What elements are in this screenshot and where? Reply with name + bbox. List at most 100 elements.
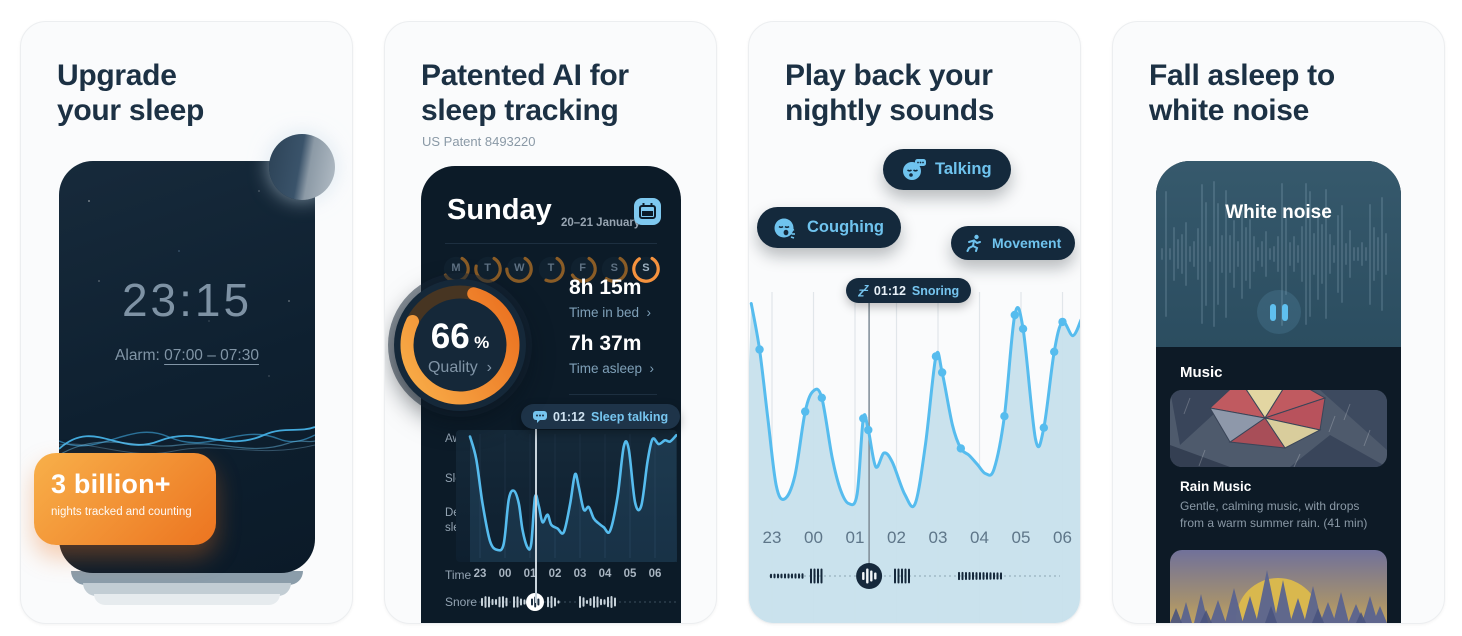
weekday-letter: S <box>642 262 650 274</box>
phone-stack-layer <box>71 571 303 585</box>
snore-row-label: Snore <box>445 595 478 609</box>
time-axis-label: Time <box>445 568 472 582</box>
talking-sound-pill[interactable]: Talking <box>883 149 1011 190</box>
white-noise-player: White noise <box>1156 161 1401 347</box>
sleeping-face-icon <box>903 158 926 180</box>
pause-button[interactable] <box>1256 290 1301 334</box>
quality-arc <box>400 285 520 405</box>
quality-value: 66 <box>430 317 470 356</box>
card-title: Upgrade your sleep <box>57 59 205 128</box>
weekday-ring-7[interactable]: S <box>631 254 661 284</box>
moon-image <box>269 134 335 200</box>
card-title: Fall asleep to white noise <box>1149 59 1335 128</box>
track-description: Gentle, calming music, with drops from a… <box>1180 499 1368 531</box>
phone-stack-layer <box>83 583 291 596</box>
badge-title: 3 billion+ <box>51 469 171 499</box>
stat-value: 8h 15m <box>569 276 642 299</box>
time-tick: 00 <box>804 528 823 547</box>
snore-waveform-row[interactable] <box>469 590 679 614</box>
sleep-talking-event-badge[interactable]: 01:12 Sleep talking <box>521 404 681 429</box>
chevron-right-icon: › <box>649 361 655 376</box>
alarm-label: Alarm: <box>115 347 160 364</box>
pill-label: Movement <box>992 235 1062 251</box>
tooltip-label: Snoring <box>911 283 960 298</box>
stat-label: Time asleep › <box>569 361 655 376</box>
time-tick: 23 <box>473 568 487 580</box>
time-tick: 02 <box>548 568 562 580</box>
coughing-face-icon <box>774 218 795 239</box>
speech-bubble-icon <box>533 410 547 423</box>
phone-mockup-sleep-report: Sunday 20–21 January M T W T F S S 8h 15m Time… <box>421 166 681 623</box>
divider <box>569 394 657 395</box>
calendar-icon[interactable] <box>634 198 661 225</box>
track-title: Rain Music <box>1180 479 1252 494</box>
nights-tracked-badge: 3 billion+ nights tracked and counting <box>34 453 216 545</box>
snoring-tooltip: zz 01:12 Snoring <box>846 278 972 303</box>
music-section-heading: Music <box>1180 364 1223 381</box>
time-tick: 23 <box>762 528 782 547</box>
screenshot-card-upgrade: Upgrade your sleep 23:15 Alarm: 07:00 – … <box>20 21 353 624</box>
night-sounds-chart[interactable] <box>749 272 1080 623</box>
tooltip-time: 01:12 <box>873 283 906 298</box>
forest-moon-artwork[interactable] <box>1170 550 1387 623</box>
sleep-stages-chart <box>456 430 677 562</box>
pause-icon <box>1281 303 1288 321</box>
soundwave-decoration <box>59 426 315 456</box>
audio-waveform-decoration <box>1156 161 1401 347</box>
time-tick: 06 <box>1053 528 1072 547</box>
clock-display: 23:15 <box>121 274 253 326</box>
weekday-letter: S <box>610 262 618 274</box>
card-title: Patented AI for sleep tracking <box>421 59 629 128</box>
stat-value: 7h 37m <box>569 332 642 355</box>
rain-music-artwork[interactable] <box>1170 390 1387 467</box>
movement-sound-pill[interactable]: Movement <box>951 226 1076 260</box>
patent-number: US Patent 8493220 <box>422 134 536 149</box>
pause-icon <box>1269 303 1276 321</box>
alarm-time[interactable]: 07:00 – 07:30 <box>164 347 259 364</box>
pill-label: Talking <box>935 160 992 178</box>
date-range: 20–21 January <box>561 217 641 229</box>
divider <box>445 243 657 244</box>
time-tick: 04 <box>970 528 989 547</box>
weekday-letter: F <box>579 262 586 274</box>
time-tick: 06 <box>648 568 662 580</box>
time-tick: 01 <box>523 568 537 580</box>
quality-label: Quality › <box>427 359 492 376</box>
time-tick: 01 <box>845 528 865 547</box>
time-asleep-stat[interactable]: 7h 37m Time asleep › <box>569 332 654 376</box>
day-heading: Sunday <box>447 194 552 226</box>
player-title: White noise <box>1225 202 1332 223</box>
pill-label: Coughing <box>807 218 884 236</box>
time-in-bed-stat[interactable]: 8h 15m Time in bed › <box>569 276 651 320</box>
event-label: Sleep talking <box>590 409 669 424</box>
time-tick: 05 <box>1011 528 1031 547</box>
screenshot-card-white-noise: Fall asleep to white noise White noise M… <box>1112 21 1445 624</box>
weekday-letter: M <box>451 262 461 274</box>
weekday-letter: T <box>547 262 555 274</box>
weekday-letter: T <box>484 262 492 274</box>
time-tick: 04 <box>598 568 612 580</box>
event-time: 01:12 <box>553 409 585 424</box>
coughing-sound-pill[interactable]: Coughing <box>757 207 901 248</box>
weekday-ring-6[interactable]: S <box>599 254 629 284</box>
sleep-quality-ring[interactable]: 66 % Quality › <box>394 279 526 411</box>
weekday-ring-3[interactable]: W <box>504 254 534 284</box>
zzz-icon: zz <box>858 281 869 300</box>
chevron-right-icon: › <box>646 305 652 320</box>
stat-label: Time in bed › <box>569 305 652 320</box>
chevron-right-icon: › <box>486 359 492 376</box>
time-tick: 03 <box>573 568 587 580</box>
weekday-letter: W <box>514 262 525 274</box>
time-tick: 03 <box>928 528 948 547</box>
event-marker-line <box>535 429 537 603</box>
time-tick: 05 <box>623 568 637 580</box>
weekday-ring-4[interactable]: T <box>536 254 566 284</box>
running-person-icon <box>966 234 981 252</box>
screenshot-card-patented-ai: Patented AI for sleep tracking US Patent… <box>384 21 717 624</box>
quality-unit: % <box>474 333 490 352</box>
weekday-ring-5[interactable]: F <box>568 254 598 284</box>
time-tick: 00 <box>498 568 512 580</box>
phone-stack-layer <box>94 594 280 605</box>
